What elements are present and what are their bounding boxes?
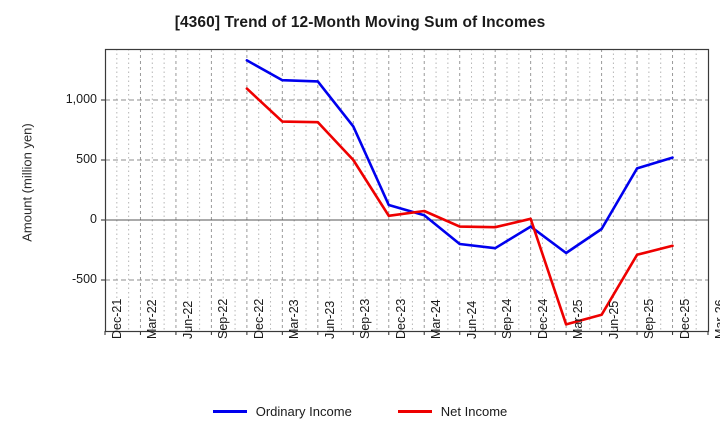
- y-tick-label: -500: [71, 272, 97, 286]
- x-tick-label: Mar-26: [713, 299, 720, 339]
- legend-swatch-ordinary-income: [212, 410, 247, 413]
- x-tick-label: Dec-24: [535, 298, 550, 339]
- legend-item-ordinary-income[interactable]: Ordinary Income: [212, 404, 352, 419]
- series-line-net-income: [245, 87, 674, 326]
- legend-swatch-net-income: [397, 410, 432, 413]
- x-tick-label: Jun-25: [606, 300, 621, 339]
- x-tick-label: Dec-22: [251, 298, 266, 339]
- x-tick-label: Sep-23: [358, 298, 373, 339]
- x-tick-label: Dec-23: [393, 298, 408, 339]
- x-tick-label: Dec-21: [110, 298, 124, 339]
- y-tick-label: 1,000: [65, 92, 97, 106]
- x-tick-label: Mar-25: [571, 299, 586, 339]
- x-tick-label: Dec-25: [677, 298, 692, 339]
- x-tick-label: Sep-24: [500, 298, 515, 339]
- x-tick-label: Jun-24: [464, 300, 479, 339]
- x-tick-label: Sep-25: [642, 298, 657, 339]
- vertical-gridlines: [116, 49, 697, 331]
- y-tick-label: 0: [90, 212, 97, 226]
- x-tick-label: Sep-22: [216, 298, 231, 339]
- x-tick-label: Jun-23: [322, 300, 337, 339]
- y-tick-label: 500: [76, 152, 97, 166]
- horizontal-gridlines: [105, 99, 708, 281]
- x-tick-label: Mar-23: [287, 299, 302, 339]
- chart-title: [4360] Trend of 12-Month Moving Sum of I…: [174, 14, 546, 31]
- y-tick-marks: [101, 99, 105, 281]
- x-tick-marks: [104, 331, 709, 335]
- x-tick-label: Jun-22: [180, 300, 195, 339]
- series-line-ordinary-income: [245, 59, 674, 255]
- data-series-group: [245, 59, 674, 326]
- legend-label-ordinary-income: Ordinary Income: [255, 404, 352, 419]
- plot-frame: [104, 48, 710, 333]
- x-tick-label: Mar-22: [145, 299, 160, 339]
- chart-legend: Ordinary Income Net Income: [0, 404, 720, 419]
- legend-item-net-income[interactable]: Net Income: [397, 404, 508, 419]
- x-tick-label: Mar-24: [429, 299, 444, 339]
- legend-label-net-income: Net Income: [440, 404, 508, 419]
